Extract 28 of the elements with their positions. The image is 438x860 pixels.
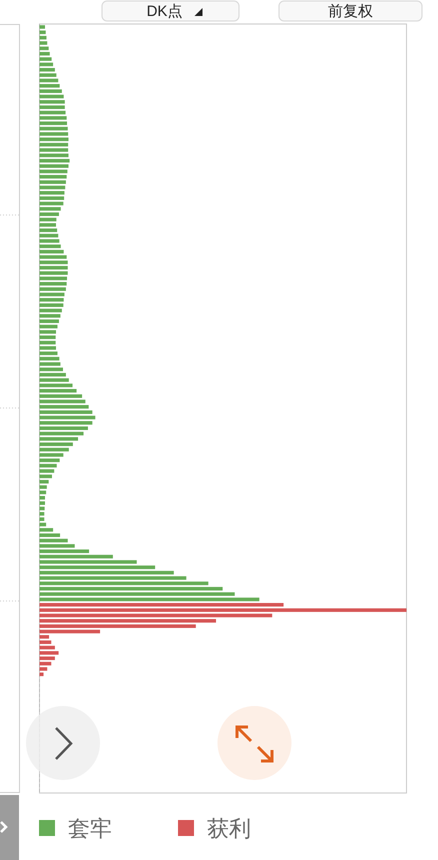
bar — [40, 533, 60, 538]
bar — [40, 282, 67, 286]
legend-label: 套牢 — [68, 816, 112, 841]
bar — [40, 388, 77, 393]
bar — [40, 266, 68, 270]
bar — [40, 586, 223, 591]
bar — [40, 602, 284, 607]
bar — [40, 228, 58, 232]
button: 前复权 — [278, 0, 422, 22]
legend-label: 获利 — [207, 816, 251, 841]
bar — [40, 656, 55, 660]
bar — [40, 212, 59, 216]
bar — [40, 319, 59, 324]
bar — [40, 442, 73, 446]
bar — [40, 158, 70, 163]
bar — [40, 105, 65, 110]
dropdown-button: DK点 — [102, 0, 240, 22]
bar — [40, 174, 67, 179]
bar — [40, 549, 90, 554]
bar — [40, 426, 88, 430]
bar — [40, 640, 52, 644]
bar — [40, 68, 55, 72]
bar — [40, 52, 50, 56]
bar — [40, 372, 66, 377]
bar — [40, 121, 68, 126]
bar — [40, 480, 49, 484]
bar — [40, 496, 46, 500]
bar — [40, 335, 56, 340]
